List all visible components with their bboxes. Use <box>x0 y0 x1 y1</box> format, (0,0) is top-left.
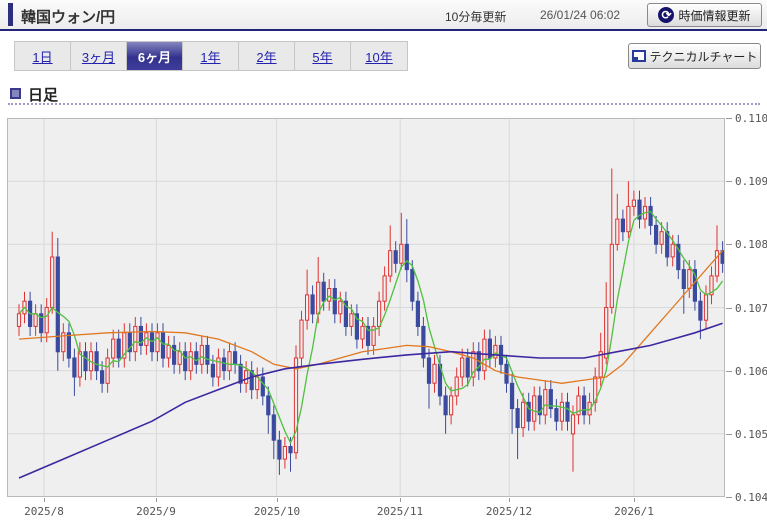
y-tick: 0.105 <box>726 428 767 441</box>
tab-10y[interactable]: 10年 <box>365 49 393 65</box>
y-tick: 0.109 <box>726 175 767 188</box>
candlestick-chart <box>7 118 725 497</box>
section-label: 日足 <box>28 87 59 104</box>
last-updated-timestamp: 26/01/24 06:02 <box>540 8 621 22</box>
tab-5y[interactable]: 5年 <box>295 42 351 70</box>
tab-1y[interactable]: 1年 <box>183 42 239 70</box>
page-title: 韓国ウォン/円 <box>21 9 116 26</box>
gridlines <box>7 118 725 497</box>
window-chart-icon <box>631 50 646 62</box>
plot-border <box>7 118 725 497</box>
y-tick: 0.106 <box>726 365 767 378</box>
x-tick: 2025/12 <box>479 498 539 520</box>
header-divider <box>0 29 767 31</box>
tab-3m[interactable]: 3ヶ月 <box>71 42 127 70</box>
update-frequency-label: 10分毎更新 <box>445 10 507 24</box>
technical-chart-button[interactable]: テクニカルチャート <box>628 43 761 69</box>
y-tick: 0.104 <box>726 491 767 504</box>
tab-2y[interactable]: 2年 <box>239 42 295 70</box>
x-tick: 2026/1 <box>604 498 664 520</box>
period-tabstrip: 1日 3ヶ月 6ヶ月 1年 2年 5年 10年 <box>14 41 408 71</box>
title-accent-bar <box>8 3 13 26</box>
refresh-quotes-button[interactable]: ⟳ 時価情報更新 <box>647 3 762 27</box>
ma_long-line <box>18 322 723 479</box>
x-tick: 2025/10 <box>247 498 307 520</box>
section-square-icon <box>10 88 21 99</box>
technical-chart-label: テクニカルチャート <box>649 49 758 64</box>
section-divider <box>8 103 760 105</box>
candles-group <box>16 168 725 475</box>
x-tick: 2025/8 <box>14 498 74 520</box>
refresh-button-label: 時価情報更新 <box>678 8 751 23</box>
y-tick: 0.107 <box>726 302 767 315</box>
x-tick: 2025/11 <box>370 498 430 520</box>
ma_short-line <box>18 210 724 445</box>
tab-6m[interactable]: 6ヶ月 <box>127 42 183 70</box>
tab-1d[interactable]: 1日 <box>15 42 71 70</box>
ma_mid-line <box>18 250 724 384</box>
y-tick: 0.110 <box>726 112 767 125</box>
x-tick: 2025/9 <box>126 498 186 520</box>
y-tick: 0.108 <box>726 238 767 251</box>
refresh-icon: ⟳ <box>658 7 675 23</box>
titlebar: 韓国ウォン/円 10分毎更新 26/01/24 06:02 ⟳ 時価情報更新 <box>0 0 767 29</box>
